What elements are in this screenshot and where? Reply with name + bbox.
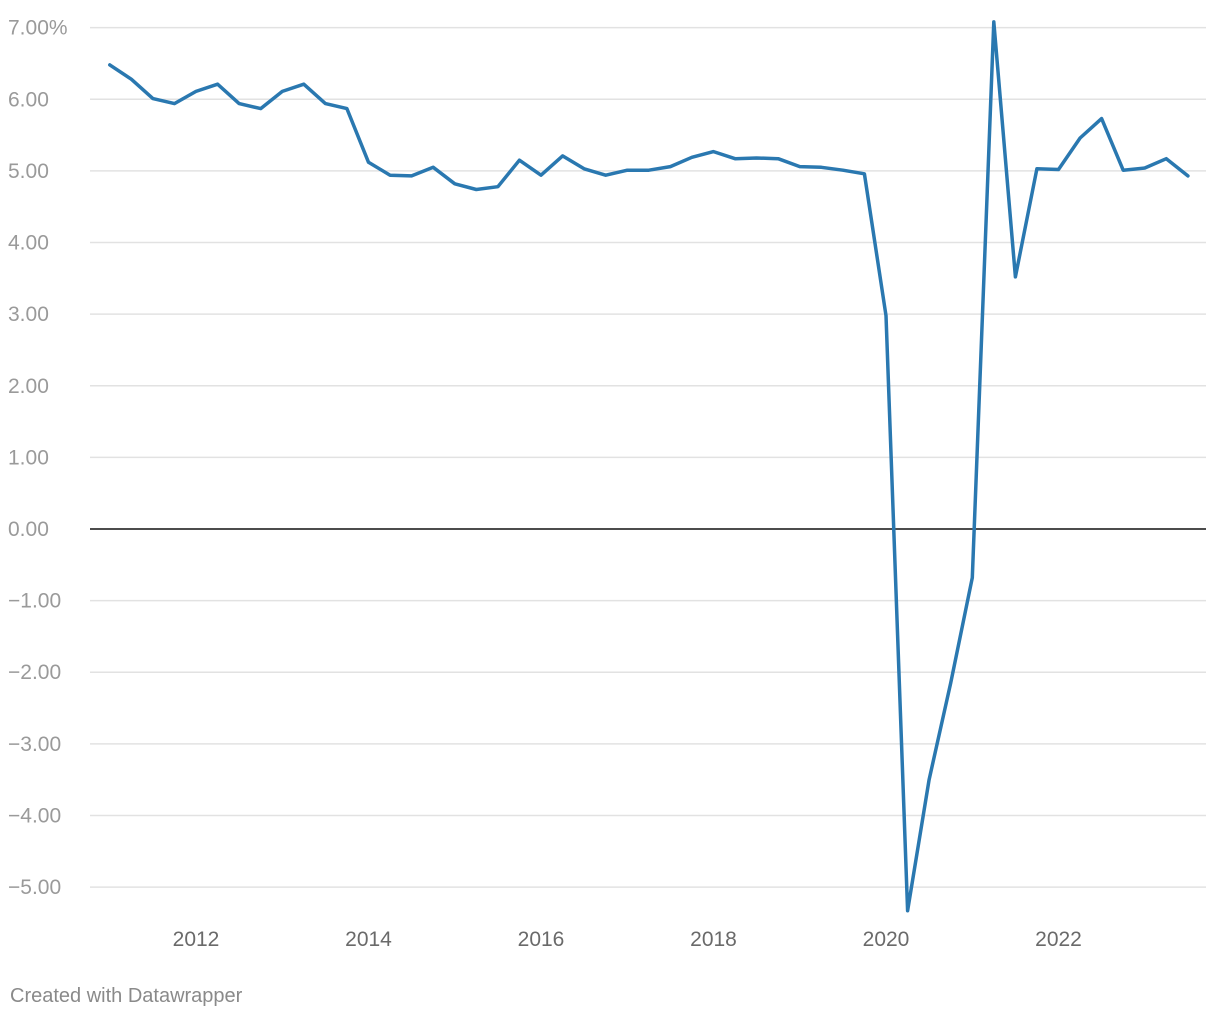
y-tick-label: −2.00 <box>8 661 61 684</box>
y-tick-label: 0.00 <box>8 518 49 541</box>
y-tick-label: −3.00 <box>8 733 61 756</box>
y-tick-label: 4.00 <box>8 232 49 255</box>
x-tick-label: 2012 <box>173 928 220 951</box>
y-tick-label: −5.00 <box>8 876 61 899</box>
y-tick-label: 6.00 <box>8 88 49 111</box>
x-tick-label: 2016 <box>518 928 565 951</box>
y-tick-label: −1.00 <box>8 590 61 613</box>
x-tick-label: 2018 <box>690 928 737 951</box>
y-tick-label: 7.00% <box>8 17 68 40</box>
y-tick-label: 2.00 <box>8 375 49 398</box>
y-axis-labels: 7.00% 6.00 5.00 4.00 3.00 2.00 1.00 0.00 −1.00 −2… <box>8 17 68 899</box>
x-tick-label: 2020 <box>863 928 910 951</box>
y-tick-label: 1.00 <box>8 446 49 469</box>
datawrapper-credit: Created with Datawrapper <box>10 985 243 1007</box>
y-tick-label: −4.00 <box>8 804 61 827</box>
y-tick-label: 5.00 <box>8 160 49 183</box>
series-layer <box>108 20 1190 913</box>
y-tick-label: 3.00 <box>8 303 49 326</box>
grid-lines <box>90 26 1206 888</box>
x-tick-label: 2022 <box>1035 928 1082 951</box>
x-tick-label: 2014 <box>345 928 392 951</box>
x-axis-labels: 2012 2014 2016 2018 2020 2022 <box>173 928 1082 951</box>
series-line <box>108 20 1190 913</box>
